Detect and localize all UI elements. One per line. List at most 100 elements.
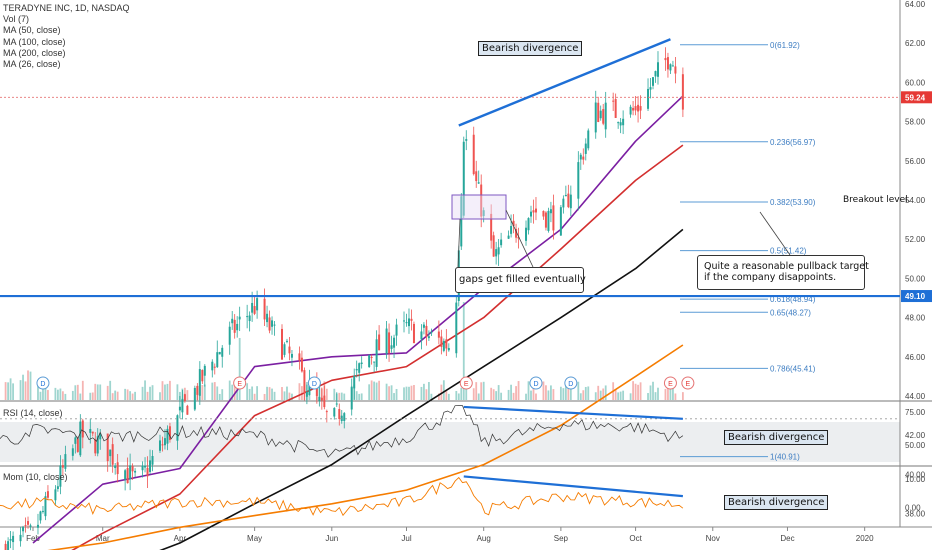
candle-body	[490, 213, 493, 241]
candle-body	[510, 225, 513, 234]
candle-body	[141, 465, 144, 471]
candle-body	[681, 74, 684, 110]
candle-body	[460, 196, 463, 247]
mom-title: Mom (10, close)	[3, 472, 68, 482]
candle-body	[231, 318, 234, 324]
gaps-note[interactable]: gaps get filled eventually	[455, 267, 586, 293]
candle-body	[410, 318, 413, 321]
volume-bar	[672, 380, 674, 400]
candle-body	[94, 439, 97, 454]
volume-bar	[47, 390, 49, 400]
candle-body	[268, 317, 271, 331]
candle-body	[422, 324, 425, 328]
volume-bar	[42, 388, 44, 400]
event-marker-label: E	[237, 381, 242, 388]
candle-body	[530, 211, 532, 217]
volume-bar	[490, 387, 493, 400]
bearish-divergence-price-note[interactable]: Bearish divergence	[478, 41, 583, 56]
volume-bar	[500, 392, 503, 400]
event-marker-label: E	[686, 381, 691, 388]
candle-body	[455, 302, 458, 354]
rsi-tick-label: 75.00	[905, 408, 926, 417]
candle-body	[559, 207, 562, 236]
price-tick-label: 54.00	[905, 196, 926, 205]
volume-bar	[268, 387, 271, 400]
bearish-divergence-rsi-note[interactable]: Bearish divergence	[724, 430, 829, 445]
month-label: Aug	[477, 534, 491, 543]
candle-body	[12, 535, 15, 543]
volume-bar	[79, 393, 82, 400]
volume-bar	[545, 385, 547, 400]
candle-body	[183, 394, 186, 402]
volume-bar	[447, 393, 450, 400]
candle-body	[388, 332, 391, 354]
volume-bar	[81, 380, 84, 400]
month-label: Sep	[554, 534, 569, 543]
volume-bar	[114, 390, 117, 400]
gap-callout-line	[505, 209, 534, 268]
volume-bar	[510, 384, 512, 400]
volume-bar	[403, 387, 405, 400]
volume-bar	[542, 381, 545, 400]
candle-body	[290, 353, 293, 358]
pullback-note[interactable]: Quite a reasonable pullback target if th…	[697, 255, 869, 290]
volume-bar	[146, 391, 149, 400]
volume-bar	[94, 383, 97, 400]
candle-body	[390, 345, 393, 349]
candle-body	[303, 370, 306, 394]
candle-body	[27, 521, 30, 525]
candle-body	[544, 212, 547, 228]
volume-bar	[437, 393, 440, 400]
candle-body	[178, 406, 181, 411]
candle-body	[218, 351, 221, 355]
volume-bar	[29, 371, 32, 400]
volume-bar	[420, 386, 423, 400]
volume-bar	[161, 381, 164, 400]
candle-body	[395, 324, 398, 336]
ma50-line	[71, 144, 684, 550]
rsi-divergence-trendline	[463, 405, 683, 420]
volume-bar	[408, 386, 410, 400]
candle-body	[36, 524, 39, 528]
volume-bars	[4, 302, 684, 400]
event-marker	[307, 376, 321, 390]
volume-bar	[564, 380, 567, 400]
candle-body	[445, 339, 448, 349]
candle-body	[355, 368, 358, 371]
candle-body	[79, 421, 82, 456]
candle-body	[56, 486, 59, 489]
volume-bar	[126, 389, 129, 400]
volume-bar	[358, 393, 361, 400]
volume-bar	[355, 391, 358, 400]
volume-bar	[201, 385, 204, 400]
candle-body	[129, 465, 132, 479]
candle-body	[602, 109, 605, 124]
ma200-line	[47, 344, 684, 550]
candle-body	[604, 102, 607, 130]
price-tick-label: 52.00	[905, 235, 926, 244]
volume-bar	[9, 378, 12, 400]
volume-bar	[569, 380, 572, 400]
candle-body	[166, 428, 169, 444]
bearish-divergence-mom-note[interactable]: Bearish divergence	[724, 495, 829, 510]
candle-body	[151, 456, 154, 465]
volume-bar	[584, 386, 587, 400]
candle-body	[437, 331, 440, 338]
fib-level-label: 0.236(56.97)	[770, 138, 816, 147]
volume-bar	[91, 392, 94, 400]
candle-body	[44, 496, 47, 517]
candle-body	[144, 465, 147, 468]
volume-bar	[109, 380, 112, 400]
candle-body	[669, 64, 672, 71]
month-label: Jul	[401, 534, 411, 543]
volume-bar	[144, 380, 146, 400]
candle-body	[308, 380, 311, 395]
volume-bar	[238, 338, 241, 400]
candle-body	[253, 306, 256, 314]
candle-body	[281, 328, 283, 360]
volume-bar	[652, 381, 654, 400]
candle-body	[599, 110, 602, 119]
volume-bar	[271, 388, 273, 400]
legend-ma26: MA (26, close)	[3, 59, 61, 70]
candle-body	[74, 437, 77, 444]
